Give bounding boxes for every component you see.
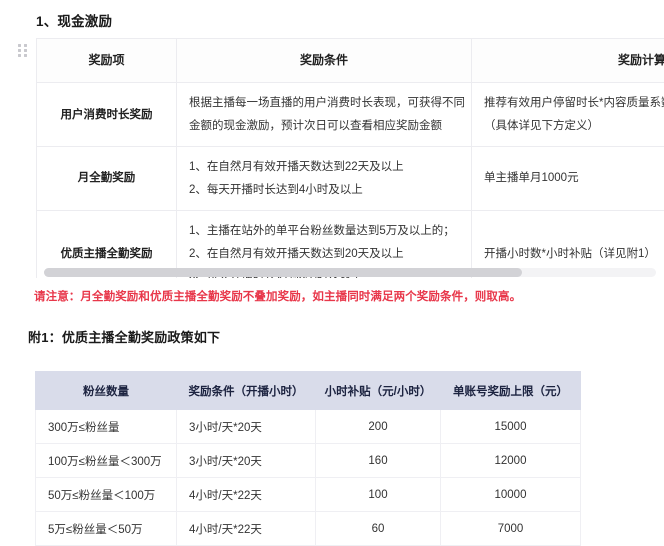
condition-line: 2、在自然月有效开播天数达到20天及以上: [189, 243, 459, 265]
condition-value: 4小时/天*22天: [177, 512, 316, 546]
cash-incentive-table: 奖励项 奖励条件 奖励计算公式 用户消费时长奖励 根据主播每一场直播的用户消费时…: [36, 38, 664, 278]
reward-item-name: 用户消费时长奖励: [37, 83, 177, 147]
table-row: 50万≤粉丝量＜100万 4小时/天*22天 100 10000: [36, 478, 581, 512]
drag-dot: [18, 44, 21, 47]
condition-line: 根据主播每一场直播的用户消费时长表现，可获得不同: [189, 92, 459, 114]
account-cap-value: 7000: [441, 512, 581, 546]
fan-count-value: 100万≤粉丝量＜300万: [36, 444, 177, 478]
table-row: 100万≤粉丝量＜300万 3小时/天*20天 160 12000: [36, 444, 581, 478]
condition-value: 4小时/天*22天: [177, 478, 316, 512]
hourly-subsidy-value: 100: [316, 478, 441, 512]
drag-dot: [24, 54, 27, 57]
hourly-subsidy-value: 160: [316, 444, 441, 478]
reward-condition-cell: 根据主播每一场直播的用户消费时长表现，可获得不同 金额的现金激励，预计次日可以查…: [177, 83, 472, 147]
col-header-account-cap: 单账号奖励上限（元）: [441, 372, 581, 410]
reward-formula-cell: 推荐有效用户停留时长*内容质量系数 （具体详见下方定义）: [472, 83, 664, 147]
drag-handle-icon[interactable]: [18, 44, 28, 58]
reward-condition-cell: 1、在自然月有效开播天数达到22天及以上 2、每天开播时长达到4小时及以上: [177, 147, 472, 211]
table-header-row: 奖励项 奖励条件 奖励计算公式: [37, 39, 664, 83]
important-notice-text: 请注意：月全勤奖励和优质主播全勤奖励不叠加奖励，如主播同时满足两个奖励条件，则取…: [34, 288, 521, 304]
page-title: 1、现金激励: [36, 10, 112, 30]
table-header-row: 粉丝数量 奖励条件（开播小时） 小时补贴（元/小时） 单账号奖励上限（元）: [36, 372, 581, 410]
condition-line: 2、每天开播时长达到4小时及以上: [189, 179, 459, 201]
reward-formula-cell: 单主播单月1000元: [472, 147, 664, 211]
col-header-hourly-subsidy: 小时补贴（元/小时）: [316, 372, 441, 410]
fan-count-value: 300万≤粉丝量: [36, 410, 177, 444]
col-header-reward-formula: 奖励计算公式: [472, 39, 664, 83]
account-cap-value: 15000: [441, 410, 581, 444]
drag-dot: [18, 49, 21, 52]
fan-count-value: 50万≤粉丝量＜100万: [36, 478, 177, 512]
col-header-fan-count: 粉丝数量: [36, 372, 177, 410]
formula-line: 单主播单月1000元: [484, 167, 664, 189]
formula-line: （具体详见下方定义）: [484, 115, 664, 137]
account-cap-value: 12000: [441, 444, 581, 478]
table-row: 300万≤粉丝量 3小时/天*20天 200 15000: [36, 410, 581, 444]
table-row: 用户消费时长奖励 根据主播每一场直播的用户消费时长表现，可获得不同 金额的现金激…: [37, 83, 664, 147]
drag-dot: [24, 49, 27, 52]
hourly-subsidy-value: 60: [316, 512, 441, 546]
horizontal-scrollbar-track[interactable]: [44, 268, 656, 277]
fan-count-value: 5万≤粉丝量＜50万: [36, 512, 177, 546]
appendix-subsidy-table: 粉丝数量 奖励条件（开播小时） 小时补贴（元/小时） 单账号奖励上限（元） 30…: [35, 371, 581, 546]
cash-incentive-table-scroll-area[interactable]: 奖励项 奖励条件 奖励计算公式 用户消费时长奖励 根据主播每一场直播的用户消费时…: [36, 38, 664, 278]
condition-line: 1、在自然月有效开播天数达到22天及以上: [189, 156, 459, 178]
drag-dot: [24, 44, 27, 47]
col-header-reward-item: 奖励项: [37, 39, 177, 83]
condition-value: 3小时/天*20天: [177, 410, 316, 444]
formula-line: 开播小时数*小时补贴（详见附1）: [484, 243, 664, 265]
table-row: 月全勤奖励 1、在自然月有效开播天数达到22天及以上 2、每天开播时长达到4小时…: [37, 147, 664, 211]
col-header-reward-condition-hours: 奖励条件（开播小时）: [177, 372, 316, 410]
account-cap-value: 10000: [441, 478, 581, 512]
table-row: 5万≤粉丝量＜50万 4小时/天*22天 60 7000: [36, 512, 581, 546]
condition-value: 3小时/天*20天: [177, 444, 316, 478]
hourly-subsidy-value: 200: [316, 410, 441, 444]
drag-dot: [18, 54, 21, 57]
condition-line: 金额的现金激励，预计次日可以查看相应奖励金额: [189, 115, 459, 137]
horizontal-scrollbar-thumb[interactable]: [44, 268, 522, 277]
condition-line: 1、主播在站外的单平台粉丝数量达到5万及以上的；: [189, 220, 459, 242]
formula-line: 推荐有效用户停留时长*内容质量系数: [484, 92, 664, 114]
col-header-reward-condition: 奖励条件: [177, 39, 472, 83]
reward-item-name: 月全勤奖励: [37, 147, 177, 211]
appendix-title: 附1：优质主播全勤奖励政策如下: [28, 327, 220, 346]
